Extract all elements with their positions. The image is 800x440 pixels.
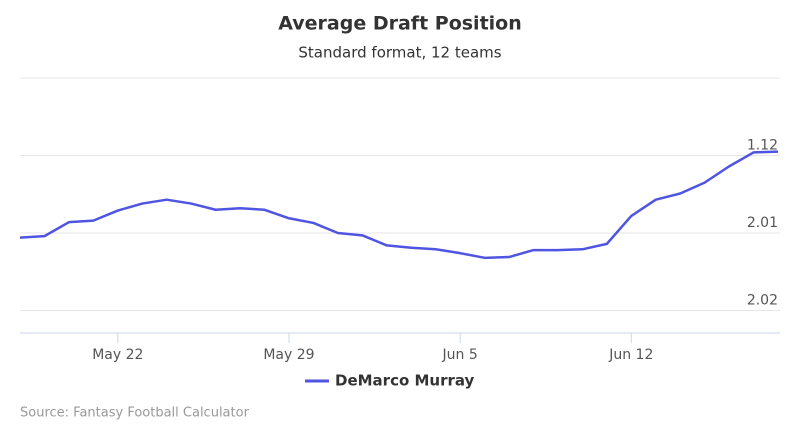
chart-subtitle: Standard format, 12 teams bbox=[298, 44, 501, 62]
y-tick-label: 1.12 bbox=[747, 138, 778, 154]
y-tick-label: 2.02 bbox=[747, 293, 778, 309]
x-tick-label: May 29 bbox=[263, 347, 314, 363]
chart-title: Average Draft Position bbox=[278, 13, 522, 35]
line bbox=[19, 150, 779, 260]
legend-label: DeMarco Murray bbox=[335, 372, 475, 390]
x-tick-label: May 22 bbox=[92, 347, 143, 363]
source: Source: Fantasy Football Calculator bbox=[20, 406, 250, 421]
x-tick-label: Jun 12 bbox=[608, 347, 653, 363]
x-tick-label: Jun 5 bbox=[442, 347, 478, 363]
y-tick-label: 2.01 bbox=[747, 215, 778, 231]
